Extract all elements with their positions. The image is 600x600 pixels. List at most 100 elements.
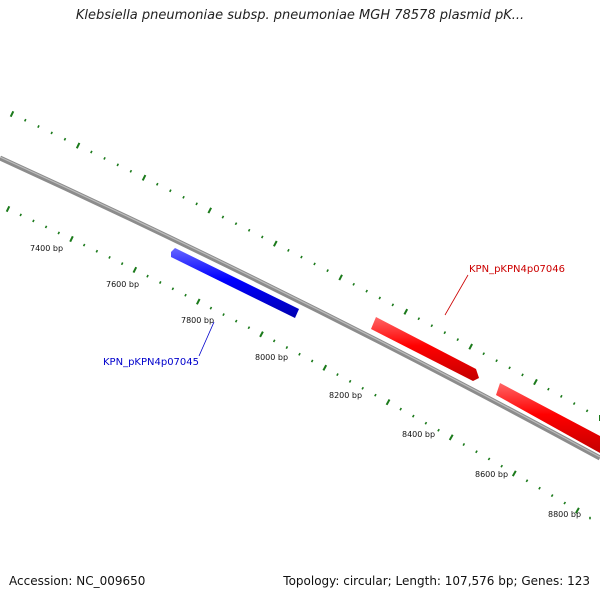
outer-tick-31 <box>417 317 421 321</box>
gene-feature-forward-0[interactable] <box>371 317 479 381</box>
outer-tick-33 <box>443 331 447 335</box>
outer-tick-1 <box>23 118 27 122</box>
gene-feature-forward-1[interactable] <box>496 383 600 453</box>
outer-tick-41 <box>547 387 550 391</box>
inner-tick-4 <box>57 231 61 235</box>
inner-tick-3 <box>44 225 48 229</box>
inner-tick-21 <box>272 339 276 343</box>
outer-tick-16 <box>221 215 225 219</box>
outer-tick-0 <box>9 110 15 118</box>
inner-tick-20 <box>259 331 264 338</box>
outer-tick-5 <box>75 142 81 149</box>
outer-tick-43 <box>572 402 576 405</box>
inner-tick-14 <box>184 293 187 297</box>
outer-tick-28 <box>378 296 382 300</box>
inner-tick-31 <box>399 407 403 411</box>
inner-tick-5 <box>69 235 74 243</box>
scale-label-7600: 7600 bp <box>106 280 139 289</box>
inner-tick-28 <box>361 386 365 390</box>
outer-tick-37 <box>495 359 498 363</box>
outer-tick-30 <box>403 308 409 315</box>
scale-label-7400: 7400 bp <box>30 244 63 253</box>
inner-tick-6 <box>82 243 86 247</box>
gene-KPN_pKPN4p07045[interactable] <box>171 248 299 318</box>
outer-tick-39 <box>521 373 524 377</box>
inner-tick-36 <box>462 443 466 446</box>
callout-line-KPN_pKPN4p07045 <box>198 321 215 357</box>
callout-line-KPN_pKPN4p07046 <box>444 274 469 316</box>
inner-tick-37 <box>475 450 478 454</box>
scale-label-8000: 8000 bp <box>255 353 288 362</box>
inner-tick-8 <box>108 255 111 259</box>
inner-tick-11 <box>146 274 149 278</box>
inner-tick-17 <box>222 313 225 317</box>
outer-tick-35 <box>468 343 473 350</box>
inner-tick-10 <box>132 266 138 274</box>
outer-tick-20 <box>273 240 278 247</box>
scale-label-8200: 8200 bp <box>329 391 362 400</box>
scale-label-8600: 8600 bp <box>475 470 508 479</box>
gene-label-KPN_pKPN4p07046: KPN_pKPN4p07046 <box>469 264 565 275</box>
scale-label-8400: 8400 bp <box>402 430 435 439</box>
inner-tick-29 <box>374 393 377 397</box>
inner-tick-2 <box>32 219 35 223</box>
outer-tick-14 <box>195 202 198 206</box>
inner-tick-40 <box>511 470 517 477</box>
outer-tick-38 <box>508 366 511 370</box>
outer-tick-7 <box>103 156 106 160</box>
outer-tick-24 <box>326 269 329 273</box>
gene-feature-forward-continued[interactable] <box>496 383 600 453</box>
outer-tick-32 <box>430 324 434 328</box>
inner-tick-45 <box>575 507 580 514</box>
inner-tick-42 <box>538 486 541 490</box>
inner-tick-27 <box>348 379 352 383</box>
gene-label-KPN_pKPN4p07045: KPN_pKPN4p07045 <box>103 357 199 368</box>
outer-tick-27 <box>365 289 369 293</box>
outer-tick-26 <box>352 282 356 286</box>
outer-tick-22 <box>300 255 303 259</box>
inner-tick-39 <box>500 464 504 468</box>
inner-tick-44 <box>563 501 567 505</box>
inner-tick-32 <box>411 414 415 418</box>
outer-tick-25 <box>338 274 343 281</box>
inner-tick-43 <box>550 494 554 498</box>
accession-text: Accession: NC_009650 <box>9 574 146 588</box>
inner-tick-12 <box>158 281 162 284</box>
inner-tick-ring <box>5 205 591 520</box>
inner-tick-16 <box>209 306 213 310</box>
outer-tick-44 <box>585 409 589 413</box>
outer-tick-42 <box>559 394 563 398</box>
outer-tick-19 <box>260 235 264 239</box>
inner-tick-26 <box>336 373 339 377</box>
outer-tick-9 <box>129 169 133 173</box>
inner-tick-38 <box>487 457 491 461</box>
inner-tick-33 <box>424 421 428 425</box>
inner-tick-22 <box>285 346 289 350</box>
outer-tick-29 <box>391 303 395 307</box>
outer-tick-6 <box>90 150 93 154</box>
inner-tick-15 <box>196 298 201 305</box>
inner-tick-0 <box>5 205 11 213</box>
inner-tick-30 <box>385 399 391 406</box>
inner-tick-23 <box>298 352 301 356</box>
gene-KPN_pKPN4p07046[interactable] <box>371 317 479 381</box>
gene-feature-reverse-0[interactable] <box>171 248 299 318</box>
inner-tick-41 <box>525 479 529 483</box>
outer-tick-23 <box>313 262 316 266</box>
inner-tick-34 <box>437 428 440 432</box>
inner-tick-1 <box>19 213 22 217</box>
inner-tick-18 <box>234 319 238 323</box>
outer-tick-36 <box>482 352 486 356</box>
inner-tick-13 <box>171 287 175 291</box>
outer-tick-17 <box>234 222 238 226</box>
scale-label-8800: 8800 bp <box>548 510 581 519</box>
genome-summary-text: Topology: circular; Length: 107,576 bp; … <box>283 574 590 588</box>
outer-tick-34 <box>456 338 460 342</box>
outer-tick-8 <box>116 163 120 167</box>
inner-tick-24 <box>310 359 314 363</box>
outer-tick-12 <box>169 189 172 193</box>
outer-tick-21 <box>287 248 290 252</box>
inner-tick-25 <box>322 364 328 371</box>
outer-tick-4 <box>63 137 67 141</box>
